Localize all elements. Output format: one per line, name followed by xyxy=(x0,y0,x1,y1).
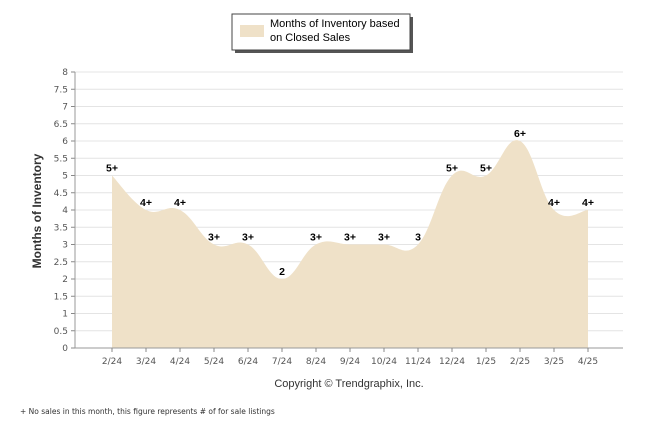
data-label: 5+ xyxy=(480,163,492,175)
x-tick-label: 3/25 xyxy=(544,357,564,367)
footnote-text: + No sales in this month, this figure re… xyxy=(20,407,275,416)
y-tick-label: 8 xyxy=(62,68,68,78)
x-tick-label: 12/24 xyxy=(439,357,465,367)
data-label: 4+ xyxy=(140,197,152,209)
y-tick-label: 3 xyxy=(62,241,68,251)
y-tick-label: 1 xyxy=(62,310,68,320)
x-tick-label: 7/24 xyxy=(272,357,292,367)
y-tick-label: 0.5 xyxy=(54,327,68,337)
y-tick-label: 2.5 xyxy=(54,258,68,268)
x-tick-label: 1/25 xyxy=(476,357,496,367)
x-tick-label: 10/24 xyxy=(371,357,397,367)
y-tick-label: 7.5 xyxy=(54,85,68,95)
x-tick-label: 2/24 xyxy=(102,357,122,367)
x-tick-label: 4/24 xyxy=(170,357,190,367)
series-area xyxy=(112,140,588,348)
y-tick-label: 6.5 xyxy=(54,120,68,130)
data-label: 5+ xyxy=(106,163,118,175)
x-tick-label: 9/24 xyxy=(340,357,360,367)
x-tick-label: 4/25 xyxy=(578,357,598,367)
data-label: 3+ xyxy=(208,232,220,244)
data-labels: 5+ 4+ 4+ 3+ 3+ 2 3+ 3+ 3+ 3 5+ 5+ 6+ 4+ 4+ xyxy=(106,128,594,278)
axes xyxy=(74,72,623,349)
area-layer xyxy=(112,140,588,348)
data-label: 4+ xyxy=(548,197,560,209)
legend-label-line2: on Closed Sales xyxy=(270,32,351,44)
y-tick-label: 0 xyxy=(62,344,68,354)
x-tick-label: 8/24 xyxy=(306,357,326,367)
y-tick-label: 6 xyxy=(62,137,68,147)
legend-swatch xyxy=(240,25,264,37)
data-label: 5+ xyxy=(446,163,458,175)
x-tick-label: 5/24 xyxy=(204,357,224,367)
y-tick-label: 2 xyxy=(62,275,68,285)
y-tick-label: 4.5 xyxy=(54,189,68,199)
y-tick-label: 5 xyxy=(62,172,68,182)
y-axis-title: Months of Inventory xyxy=(30,153,44,268)
data-label: 3+ xyxy=(378,232,390,244)
data-label: 4+ xyxy=(174,197,186,209)
x-tick-label: 6/24 xyxy=(238,357,258,367)
x-tick-label: 3/24 xyxy=(136,357,156,367)
x-tick-label: 11/24 xyxy=(405,357,431,367)
y-tick-label: 3.5 xyxy=(54,223,68,233)
y-tick-label: 5.5 xyxy=(54,154,68,164)
legend: Months of Inventory based on Closed Sale… xyxy=(231,13,413,53)
y-tick-label: 4 xyxy=(62,206,68,216)
data-label: 3+ xyxy=(344,232,356,244)
x-axis-ticks: 2/24 3/24 4/24 5/24 6/24 7/24 8/24 9/24 10/24 11/… xyxy=(102,348,598,367)
x-tick-label: 2/25 xyxy=(510,357,530,367)
legend-label-line1: Months of Inventory based xyxy=(270,18,400,30)
data-label: 6+ xyxy=(514,128,526,140)
data-label: 2 xyxy=(279,266,285,278)
data-label: 3+ xyxy=(242,232,254,244)
data-label: 3+ xyxy=(310,232,322,244)
y-tick-label: 1.5 xyxy=(54,292,68,302)
data-label: 4+ xyxy=(582,197,594,209)
copyright-text: Copyright © Trendgraphix, Inc. xyxy=(274,378,423,390)
data-label: 3 xyxy=(415,232,421,244)
y-tick-label: 7 xyxy=(62,103,68,113)
y-axis-ticks: 0 0.5 1 1.5 2 2.5 3 3.5 4 4.5 5 5.5 6 6.5 7 7.5 8 xyxy=(54,68,75,354)
